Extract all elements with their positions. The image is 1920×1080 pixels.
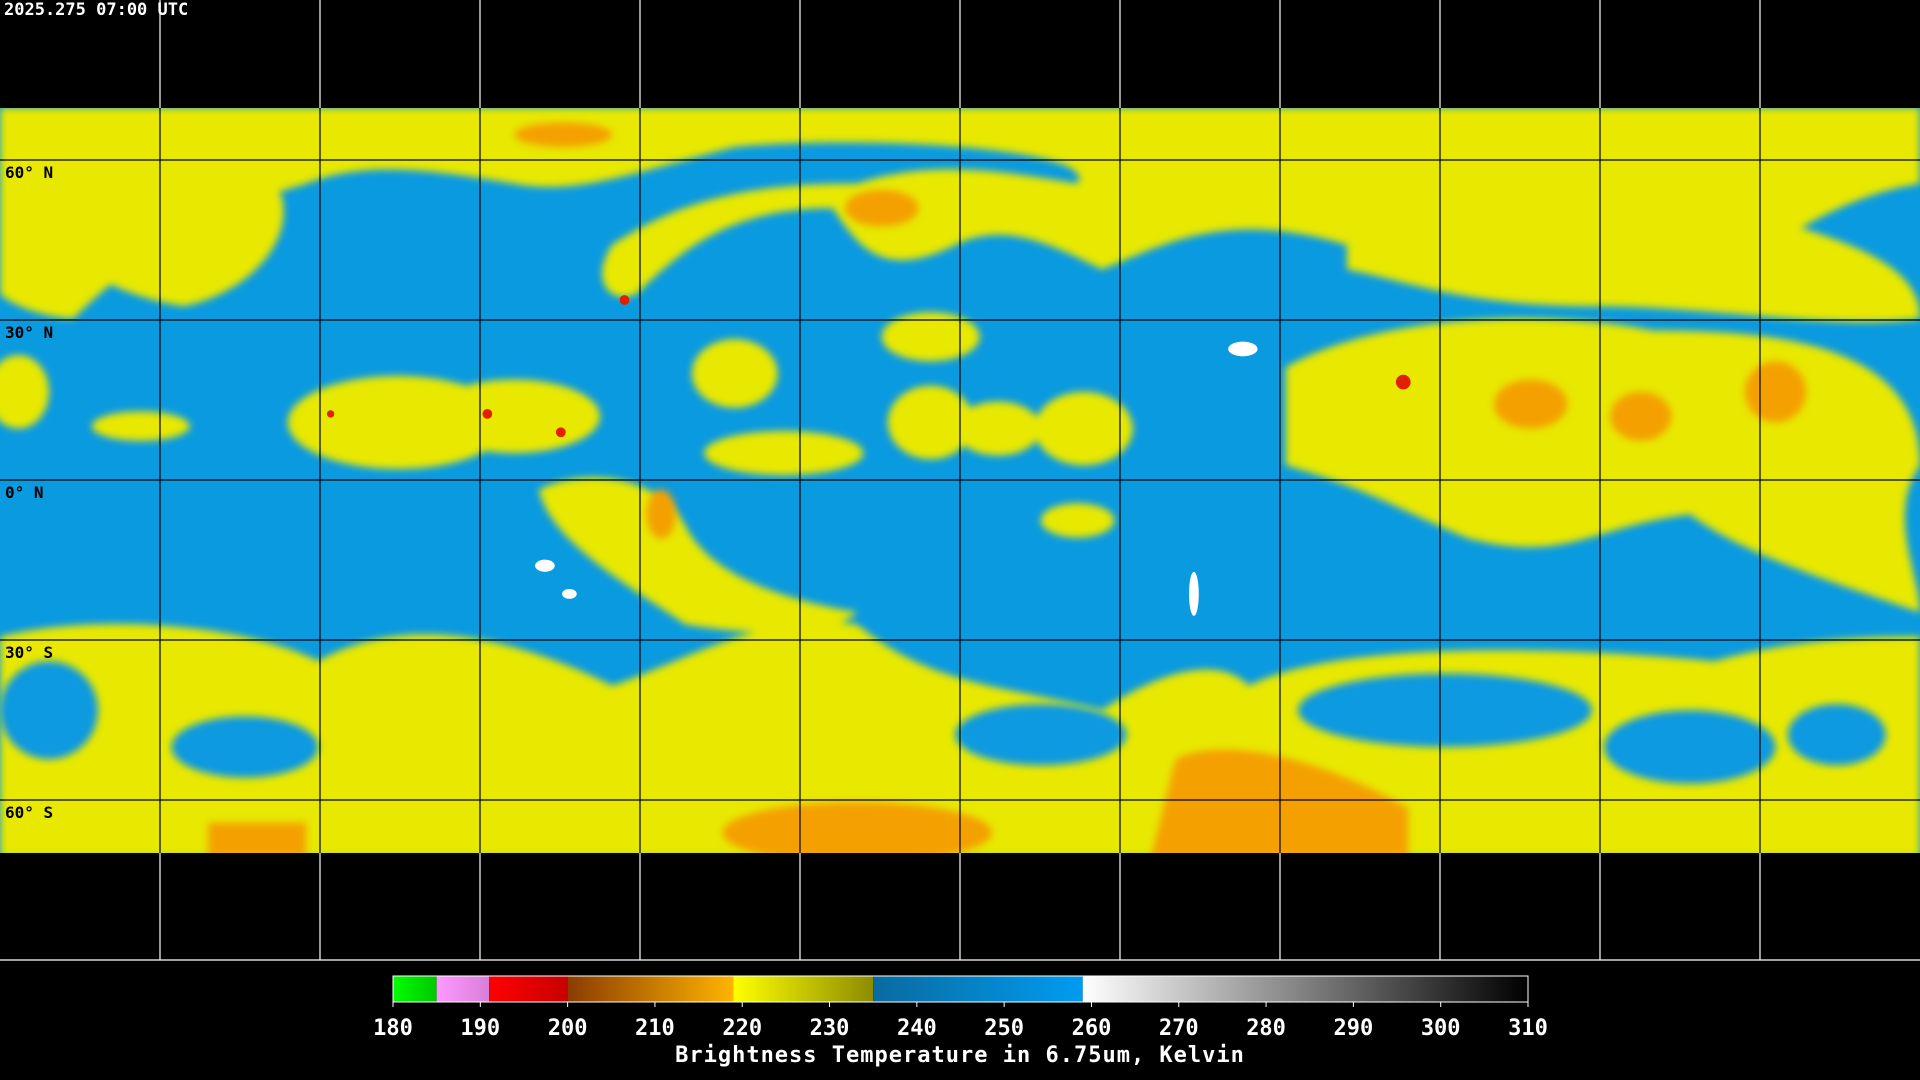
- tick-label: 220: [722, 1016, 762, 1041]
- color-segment: [489, 976, 568, 1002]
- tick-label: 200: [548, 1016, 588, 1041]
- colorbar-title: Brightness Temperature in 6.75um, Kelvin: [675, 1043, 1245, 1068]
- timestamp: 2025.275 07:00 UTC: [4, 0, 188, 20]
- lat-label: 30° S: [5, 643, 53, 662]
- lat-labels: 60° N 30° N 0° N 30° S 60° S: [5, 163, 53, 822]
- color-segment: [567, 976, 734, 1002]
- tick-label: 290: [1334, 1016, 1374, 1041]
- imagery: [0, 108, 1920, 853]
- inner-grid: [0, 108, 1920, 853]
- tick-label: 190: [460, 1016, 500, 1041]
- lat-label: 30° N: [5, 323, 53, 342]
- tick-label: 270: [1159, 1016, 1199, 1041]
- tick-label: 280: [1246, 1016, 1286, 1041]
- lat-label: 60° N: [5, 163, 53, 182]
- colorbar: 180 190 200 210 220 230 240 250 260 270 280 290 300 3…: [373, 975, 1548, 1041]
- lat-label: 60° S: [5, 803, 53, 822]
- tick-label: 310: [1508, 1016, 1548, 1041]
- color-segment: [393, 976, 437, 1002]
- color-segment: [733, 976, 874, 1002]
- tick-label: 230: [810, 1016, 850, 1041]
- color-segment: [436, 976, 490, 1002]
- tick-label: 260: [1072, 1016, 1112, 1041]
- tick-label: 180: [373, 1016, 413, 1041]
- colorbar-frame: [392, 975, 1529, 1003]
- color-segment: [1082, 976, 1528, 1002]
- tick-label: 300: [1421, 1016, 1461, 1041]
- tick-label: 240: [897, 1016, 937, 1041]
- lat-label: 0° N: [5, 483, 44, 502]
- tick-label: 250: [984, 1016, 1024, 1041]
- tick-label: 210: [635, 1016, 675, 1041]
- color-segment: [873, 976, 1083, 1002]
